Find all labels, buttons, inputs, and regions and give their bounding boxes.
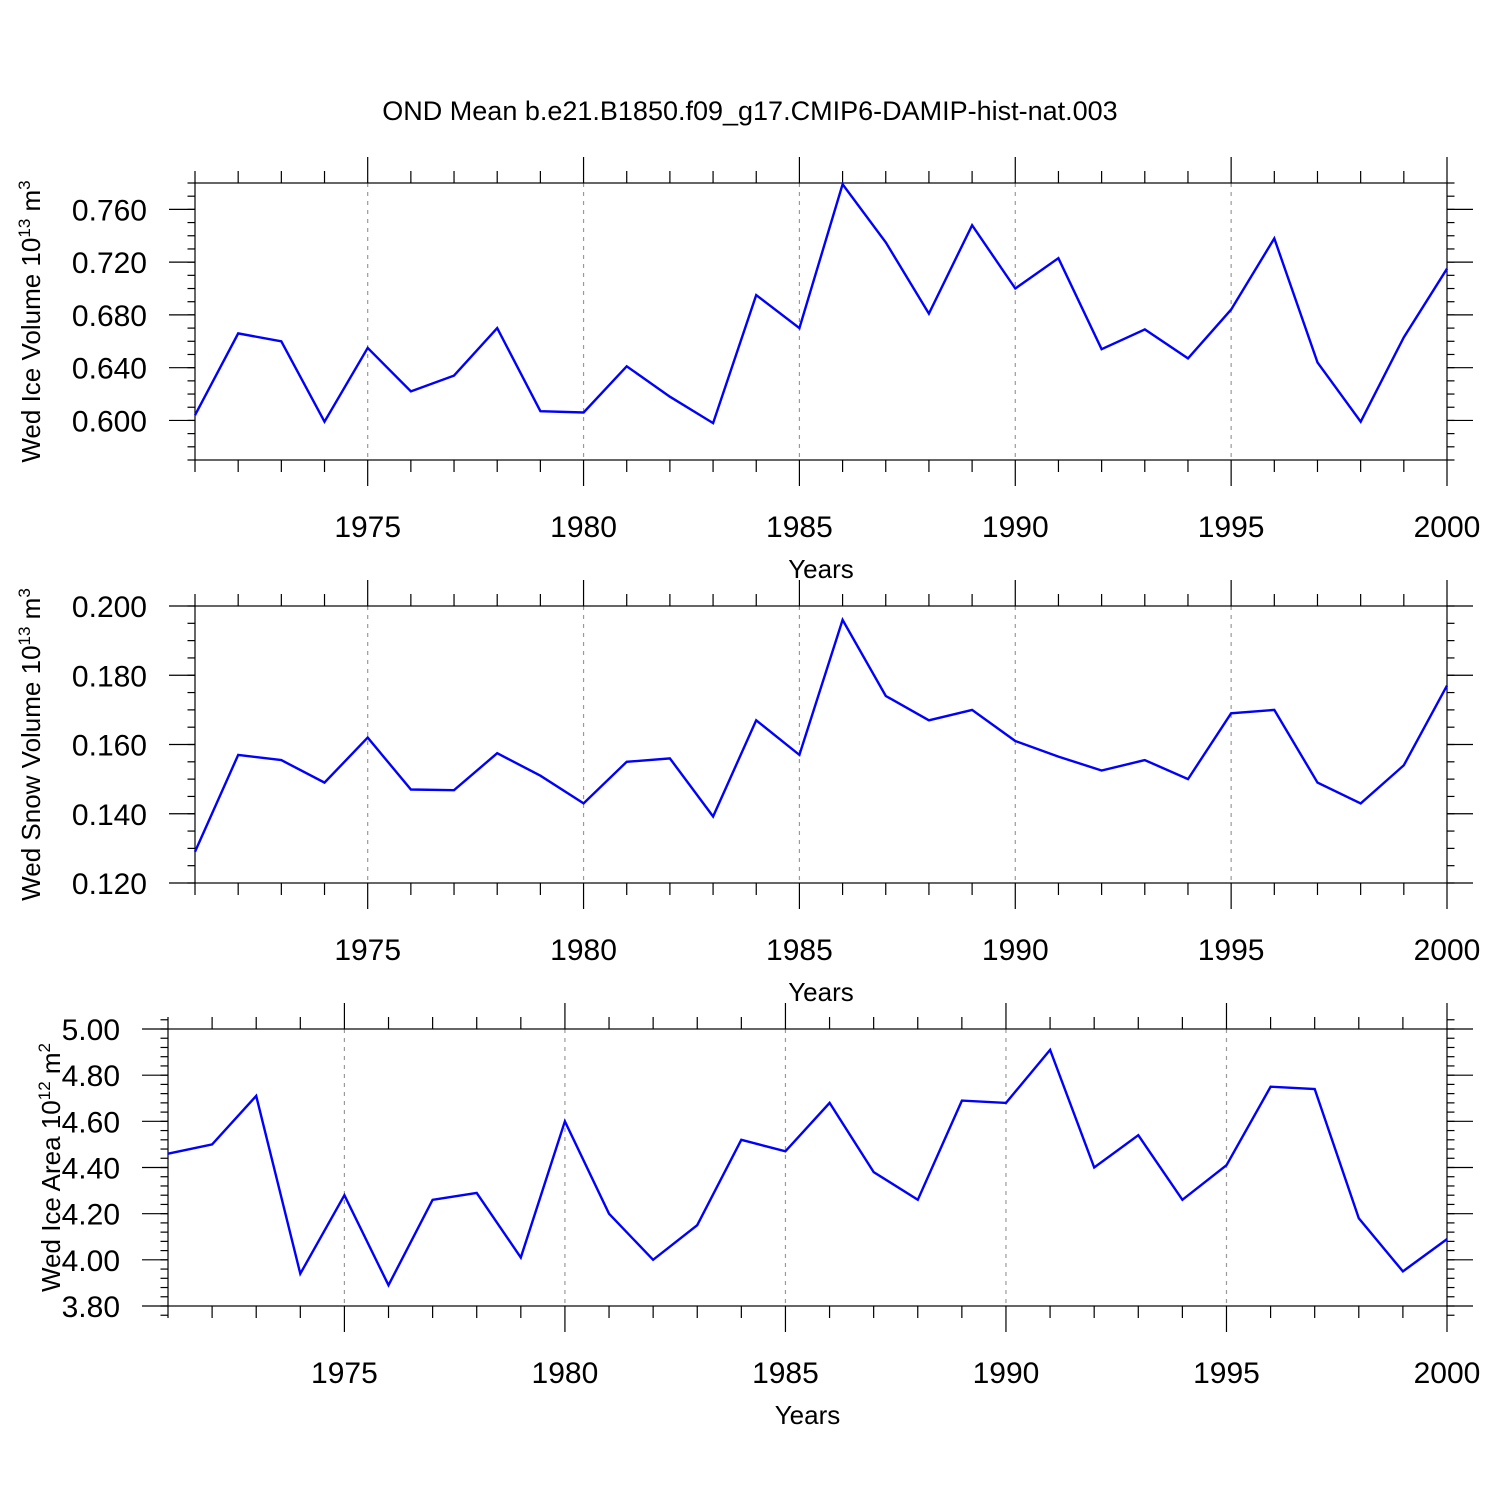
y-tick-label: 4.00 (62, 1245, 120, 1278)
panels: 0.600 0.640 0.680 0.720 0.760 1975 1980 1985 199… (15, 157, 1480, 1430)
x-tick-label: 1995 (1193, 1357, 1260, 1390)
x-tick-label: 1990 (973, 1357, 1040, 1390)
x-tick-label: 1990 (982, 934, 1049, 967)
y-axis-title: Wed Ice Volume 1013 m3 (15, 180, 46, 462)
x-tick-label: 1975 (334, 511, 401, 544)
y-tick-label: 3.80 (62, 1291, 120, 1324)
x-tick-label: 1985 (766, 934, 833, 967)
y-tick-label: 4.80 (62, 1060, 120, 1093)
plot-frame (167, 1028, 1448, 1307)
panel-1: 0.600 0.640 0.680 0.720 0.760 1975 1980 1985 199… (15, 157, 1480, 584)
x-axis-title: Years (788, 977, 854, 1007)
x-tick-label: 1980 (550, 934, 617, 967)
y-tick-label: 0.140 (72, 799, 147, 832)
series-line (193, 181, 1449, 425)
y-tick-label: 4.20 (62, 1199, 120, 1232)
panel-3: 3.80 4.00 4.20 4.40 4.60 4.80 5.00 1975 1980 1985… (35, 1003, 1480, 1430)
x-tick-label: 2000 (1414, 511, 1481, 544)
x-tick-label: 1985 (752, 1357, 819, 1390)
x-axis-title: Years (775, 1400, 841, 1430)
x-tick-label: 1985 (766, 511, 833, 544)
x-tick-label: 2000 (1414, 1357, 1481, 1390)
figure-title: OND Mean b.e21.B1850.f09_g17.CMIP6-DAMIP… (382, 96, 1117, 126)
panel-2: 0.120 0.140 0.160 0.180 0.200 1975 1980 1985 199… (15, 580, 1480, 1007)
x-tick-label: 1990 (982, 511, 1049, 544)
y-axis-title: Wed Ice Area 1012 m2 (35, 1043, 66, 1292)
x-tick-label: 1975 (311, 1357, 378, 1390)
y-tick-label: 0.760 (72, 194, 147, 227)
x-tick-label: 1980 (532, 1357, 599, 1390)
x-axis-title: Years (788, 554, 854, 584)
x-tick-label: 1995 (1198, 511, 1265, 544)
y-tick-label: 0.180 (72, 660, 147, 693)
series-line (193, 616, 1449, 853)
y-tick-label: 0.600 (72, 405, 147, 438)
y-tick-label: 0.640 (72, 353, 147, 386)
x-tick-label: 1975 (334, 934, 401, 967)
y-tick-label: 4.60 (62, 1106, 120, 1139)
y-tick-label: 0.200 (72, 591, 147, 624)
y-tick-label: 0.680 (72, 300, 147, 333)
series-line (167, 1047, 1448, 1288)
plot-frame (194, 182, 1448, 461)
x-tick-label: 2000 (1414, 934, 1481, 967)
y-tick-label: 5.00 (62, 1014, 120, 1047)
y-tick-label: 0.120 (72, 868, 147, 901)
y-axis-title: Wed Snow Volume 1013 m3 (15, 588, 46, 901)
y-tick-label: 4.40 (62, 1153, 120, 1186)
x-tick-label: 1980 (550, 511, 617, 544)
plot-frame (194, 605, 1448, 884)
x-tick-label: 1995 (1198, 934, 1265, 967)
y-tick-label: 0.160 (72, 730, 147, 763)
y-tick-label: 0.720 (72, 247, 147, 280)
